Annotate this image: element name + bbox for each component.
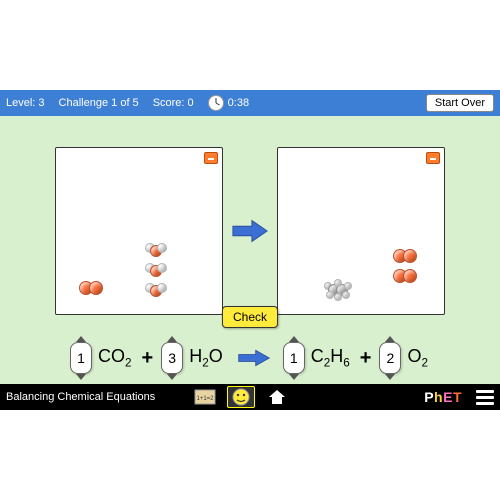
reaction-arrow-icon (231, 218, 269, 244)
equation-row: 1 CO2 + 3 H2O 1 C2H6 + 2 O2 (8, 336, 492, 384)
atom (157, 243, 167, 253)
check-button[interactable]: Check (222, 306, 278, 328)
formula-o2: O2 (405, 346, 430, 370)
main-area: Check 1 CO2 + 3 H2O 1 C2H6 + 2 O2 (0, 116, 500, 384)
chevron-down-icon[interactable] (76, 374, 86, 380)
reactants-box (55, 147, 223, 315)
chevron-up-icon[interactable] (76, 336, 86, 342)
atom (326, 291, 334, 299)
simulation-frame: Level: 3 Challenge 1 of 5 Score: 0 0:38 … (0, 90, 500, 410)
chevron-up-icon[interactable] (385, 336, 395, 342)
timer-value: 0:38 (228, 97, 249, 109)
score-display: Score: 0 (153, 97, 194, 109)
home-icon (267, 388, 287, 406)
atom (403, 269, 417, 283)
challenge-display: Challenge 1 of 5 (59, 97, 139, 109)
formula-h2o: H2O (187, 346, 225, 370)
timer-display: 0:38 (208, 95, 249, 111)
atom (89, 281, 103, 295)
coefficient-spinner[interactable]: 1 (70, 342, 92, 374)
menu-icon[interactable] (476, 390, 494, 405)
atom (157, 263, 167, 273)
atom (157, 283, 167, 293)
coefficient-spinner[interactable]: 1 (283, 342, 305, 374)
nav-introduction[interactable]: 1+1=2 (191, 386, 219, 408)
plus-sign: + (138, 347, 158, 370)
nav-game[interactable] (227, 386, 255, 408)
atom (334, 279, 342, 287)
start-over-button[interactable]: Start Over (426, 94, 494, 112)
atom (344, 282, 352, 290)
chevron-down-icon[interactable] (167, 374, 177, 380)
atom (334, 293, 342, 301)
chevron-up-icon[interactable] (289, 336, 299, 342)
atom (403, 249, 417, 263)
minimize-icon[interactable] (426, 152, 440, 164)
status-bar: Level: 3 Challenge 1 of 5 Score: 0 0:38 … (0, 90, 500, 116)
formula-co2: CO2 (96, 346, 134, 370)
plus-sign: + (356, 347, 376, 370)
chevron-down-icon[interactable] (289, 374, 299, 380)
formula-c2h6: C2H6 (309, 346, 352, 370)
atom (342, 291, 350, 299)
chevron-down-icon[interactable] (385, 374, 395, 380)
products-box (277, 147, 445, 315)
svg-text:1+1=2: 1+1=2 (197, 396, 215, 402)
coefficient-spinner[interactable]: 2 (379, 342, 401, 374)
coefficient-spinner[interactable]: 3 (161, 342, 183, 374)
level-display: Level: 3 (6, 97, 45, 109)
nav-home[interactable] (263, 386, 291, 408)
sim-title: Balancing Chemical Equations (6, 391, 155, 403)
phet-logo[interactable]: PhET (424, 389, 462, 405)
yields-arrow-icon (237, 348, 271, 368)
clock-icon (208, 95, 224, 111)
nav-bar: Balancing Chemical Equations 1+1=2 PhET (0, 384, 500, 410)
chevron-up-icon[interactable] (167, 336, 177, 342)
minimize-icon[interactable] (204, 152, 218, 164)
